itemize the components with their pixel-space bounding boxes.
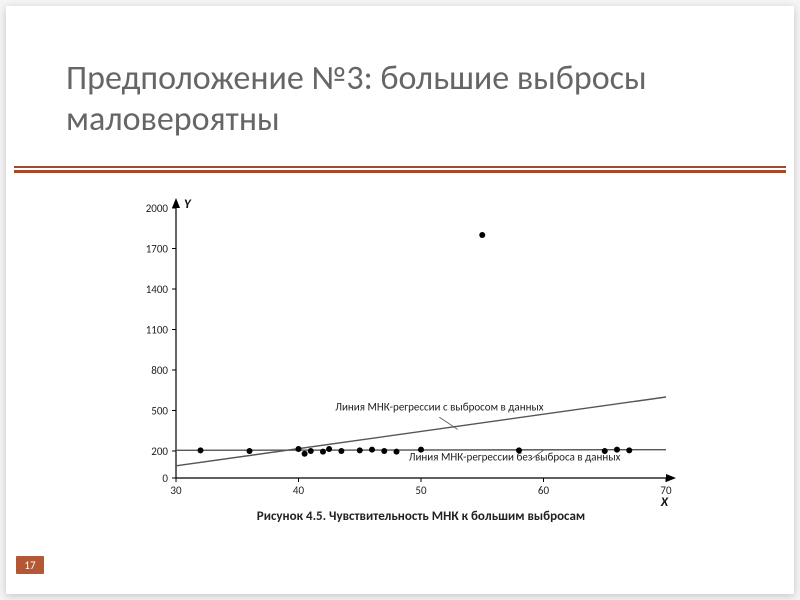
slide: Предположение №3: большие выбросы малове… (6, 6, 794, 594)
svg-text:Y: Y (184, 197, 192, 212)
svg-text:Линия МНК-регрессии с выбросом: Линия МНК-регрессии с выбросом в данных (335, 401, 544, 414)
page-number: 17 (24, 559, 35, 572)
svg-text:30: 30 (170, 484, 182, 497)
scatter-chart: 020050080011001400170020003040506070YXЛи… (116, 196, 676, 526)
svg-text:2000: 2000 (146, 202, 169, 215)
svg-text:X: X (660, 495, 669, 510)
page-number-badge: 17 (16, 556, 44, 574)
slide-title: Предположение №3: большие выбросы малове… (66, 58, 746, 141)
svg-text:200: 200 (151, 445, 168, 458)
svg-text:500: 500 (151, 405, 168, 418)
svg-text:1700: 1700 (146, 243, 169, 256)
svg-text:Рисунок 4.5. Чувствительность: Рисунок 4.5. Чувствительность МНК к боль… (257, 509, 585, 524)
svg-text:40: 40 (293, 484, 305, 497)
divider (14, 166, 786, 173)
svg-text:50: 50 (415, 484, 427, 497)
svg-text:0: 0 (162, 472, 168, 485)
svg-text:60: 60 (538, 484, 550, 497)
chart-container: 020050080011001400170020003040506070YXЛи… (116, 196, 716, 556)
svg-text:1400: 1400 (146, 283, 169, 296)
svg-text:Линия МНК-регрессии без выброс: Линия МНК-регрессии без выброса в данных (409, 450, 621, 463)
svg-text:800: 800 (151, 364, 168, 377)
svg-text:1100: 1100 (146, 324, 169, 337)
